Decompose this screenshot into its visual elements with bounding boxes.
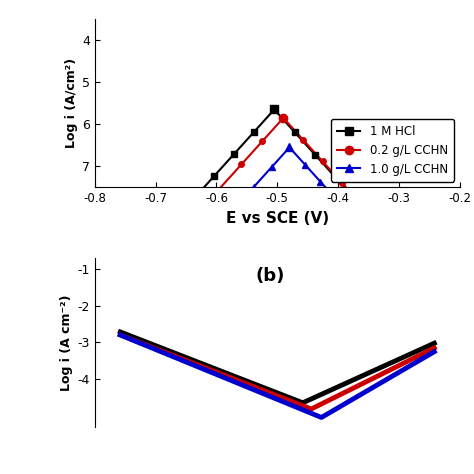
X-axis label: E vs SCE (V): E vs SCE (V) [226, 211, 329, 226]
Y-axis label: Log i (A cm⁻²): Log i (A cm⁻²) [60, 294, 73, 391]
Legend: 1 M HCl, 0.2 g/L CCHN, 1.0 g/L CCHN: 1 M HCl, 0.2 g/L CCHN, 1.0 g/L CCHN [331, 119, 454, 182]
Text: (b): (b) [255, 266, 285, 284]
Y-axis label: Log i (A/cm²): Log i (A/cm²) [65, 58, 78, 148]
